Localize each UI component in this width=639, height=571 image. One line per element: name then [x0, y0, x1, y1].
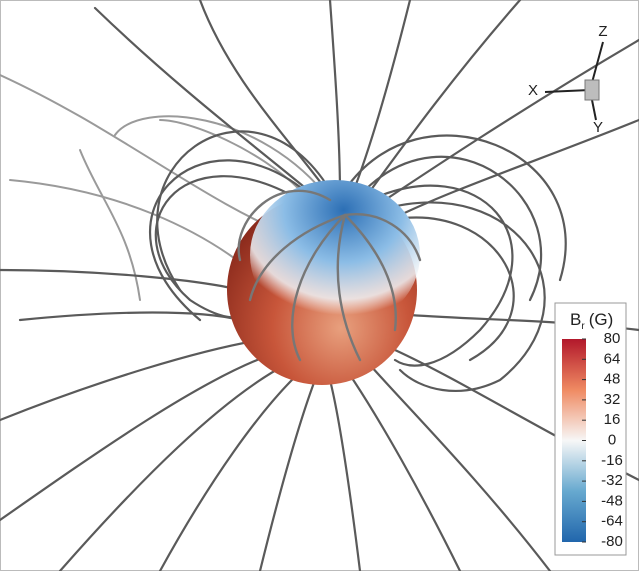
field-loop: [358, 155, 543, 302]
field-loop: [149, 159, 312, 322]
field-line: [79, 149, 141, 301]
field-line: [368, 363, 552, 571]
title-unit: (G): [589, 310, 614, 329]
field-line: [0, 353, 272, 522]
field-line: [248, 213, 347, 302]
field-line: [328, 378, 362, 571]
field-line: [343, 213, 422, 262]
field-loop: [388, 216, 515, 362]
field-lines-front: [237, 189, 422, 362]
field-line: [0, 338, 262, 422]
colorbar-tick-label: -32: [601, 472, 623, 489]
field-loop: [343, 134, 567, 282]
axis-triad: Z X Y: [528, 23, 608, 136]
field-line: [328, 0, 342, 197]
title-main: B: [570, 310, 581, 329]
colorbar-tick-label: 32: [604, 391, 621, 408]
field-line: [336, 213, 362, 362]
field-line: [348, 373, 462, 571]
field-line: [93, 6, 322, 202]
z-label: Z: [598, 23, 607, 40]
colorbar-tick-label: 64: [604, 350, 621, 367]
colorbar-title: Br (G): [570, 310, 613, 331]
colorbar-tick-label: -80: [601, 533, 623, 550]
field-line: [237, 189, 332, 262]
colorbar-tick-label: 48: [604, 371, 621, 388]
field-line: [114, 115, 331, 201]
field-line: [158, 370, 302, 571]
field-line: [368, 38, 639, 212]
colorbar: Br (G) 80 64 48 32 16 0 -16 -32 -48 -64 -80: [554, 302, 627, 556]
title-subscript: r: [581, 321, 585, 332]
field-line: [358, 0, 522, 207]
field-line: [58, 363, 287, 571]
field-line: [258, 378, 317, 571]
x-axis: [544, 89, 591, 93]
field-line: [291, 213, 347, 362]
colorbar-tick-label: -64: [601, 513, 623, 530]
field-line: [343, 213, 397, 332]
colorbar-tick-label: 0: [608, 431, 616, 448]
colorbar-tick-label: -16: [601, 452, 623, 469]
field-loop: [154, 175, 302, 319]
field-line: [198, 0, 332, 197]
colorbar-tick-label: 80: [604, 330, 621, 347]
field-loop: [368, 184, 514, 367]
field-line: [0, 268, 242, 292]
colorbar-tick-label: 16: [604, 411, 621, 428]
field-loop: [378, 201, 546, 392]
colorbar-tick-label: -48: [601, 492, 623, 509]
field-line: [348, 0, 412, 202]
field-loop: [156, 130, 332, 292]
triad-cube: [584, 79, 600, 101]
field-line: [388, 118, 639, 222]
y-label: Y: [593, 119, 603, 136]
x-label: X: [528, 82, 538, 99]
